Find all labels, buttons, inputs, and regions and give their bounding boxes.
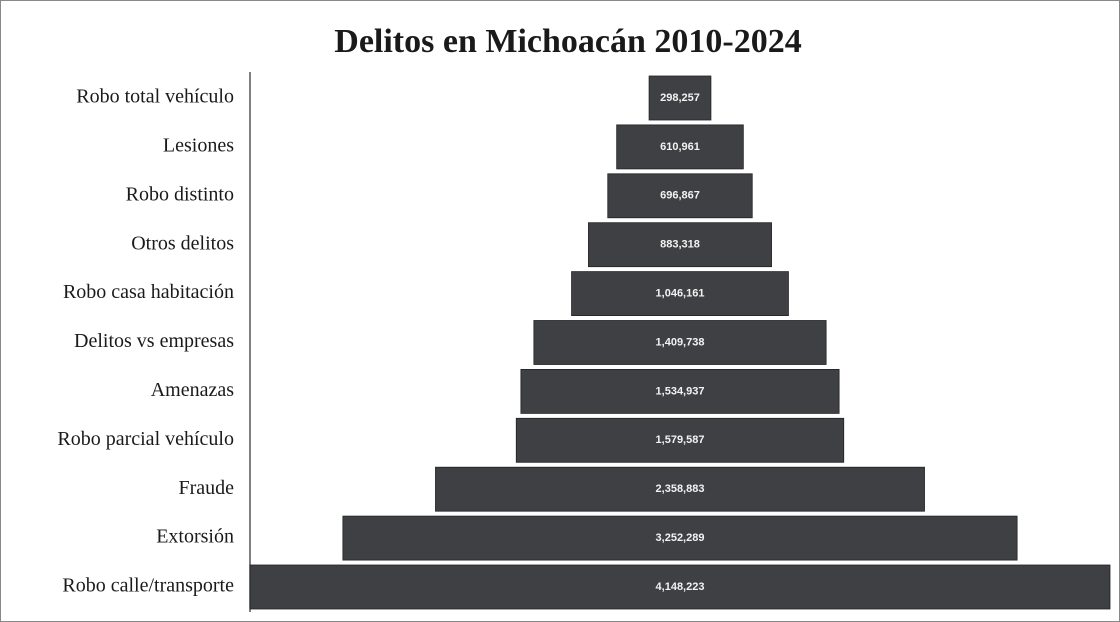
bar [648, 75, 712, 121]
bar [533, 320, 827, 365]
category-label: Robo calle/transporte [62, 575, 234, 597]
category-label: Amenazas [151, 379, 235, 401]
category-label: Delitos vs empresas [74, 330, 234, 352]
value-label: 696,867 [660, 190, 700, 202]
bar [515, 417, 845, 463]
bar [520, 368, 840, 414]
value-label: 298,257 [660, 92, 700, 104]
category-label: Robo casa habitación [63, 281, 234, 303]
category-label: Lesiones [163, 134, 234, 156]
value-label: 1,534,937 [656, 385, 705, 397]
category-label: Fraude [178, 477, 234, 499]
value-label: 4,148,223 [656, 581, 705, 593]
value-label: 1,409,738 [656, 336, 705, 348]
category-label: Extorsión [156, 526, 234, 548]
category-label: Otros delitos [131, 232, 234, 254]
value-label: 1,046,161 [656, 288, 705, 300]
category-label: Robo total vehículo [76, 86, 234, 108]
bar [342, 515, 1018, 561]
category-label: Robo parcial vehículo [57, 428, 234, 450]
bar [588, 222, 772, 268]
value-label: 3,252,289 [656, 532, 705, 544]
bar [435, 466, 925, 512]
value-label: 1,579,587 [656, 434, 705, 446]
value-label: 610,961 [660, 141, 700, 153]
value-label: 2,358,883 [656, 483, 705, 495]
bar [616, 124, 744, 170]
value-label: 883,318 [660, 239, 700, 251]
bar [571, 271, 789, 317]
chart-title: Delitos en Michoacán 2010-2024 [334, 23, 801, 60]
bar [607, 173, 753, 219]
bar [249, 564, 1111, 610]
category-label: Robo distinto [126, 183, 234, 205]
